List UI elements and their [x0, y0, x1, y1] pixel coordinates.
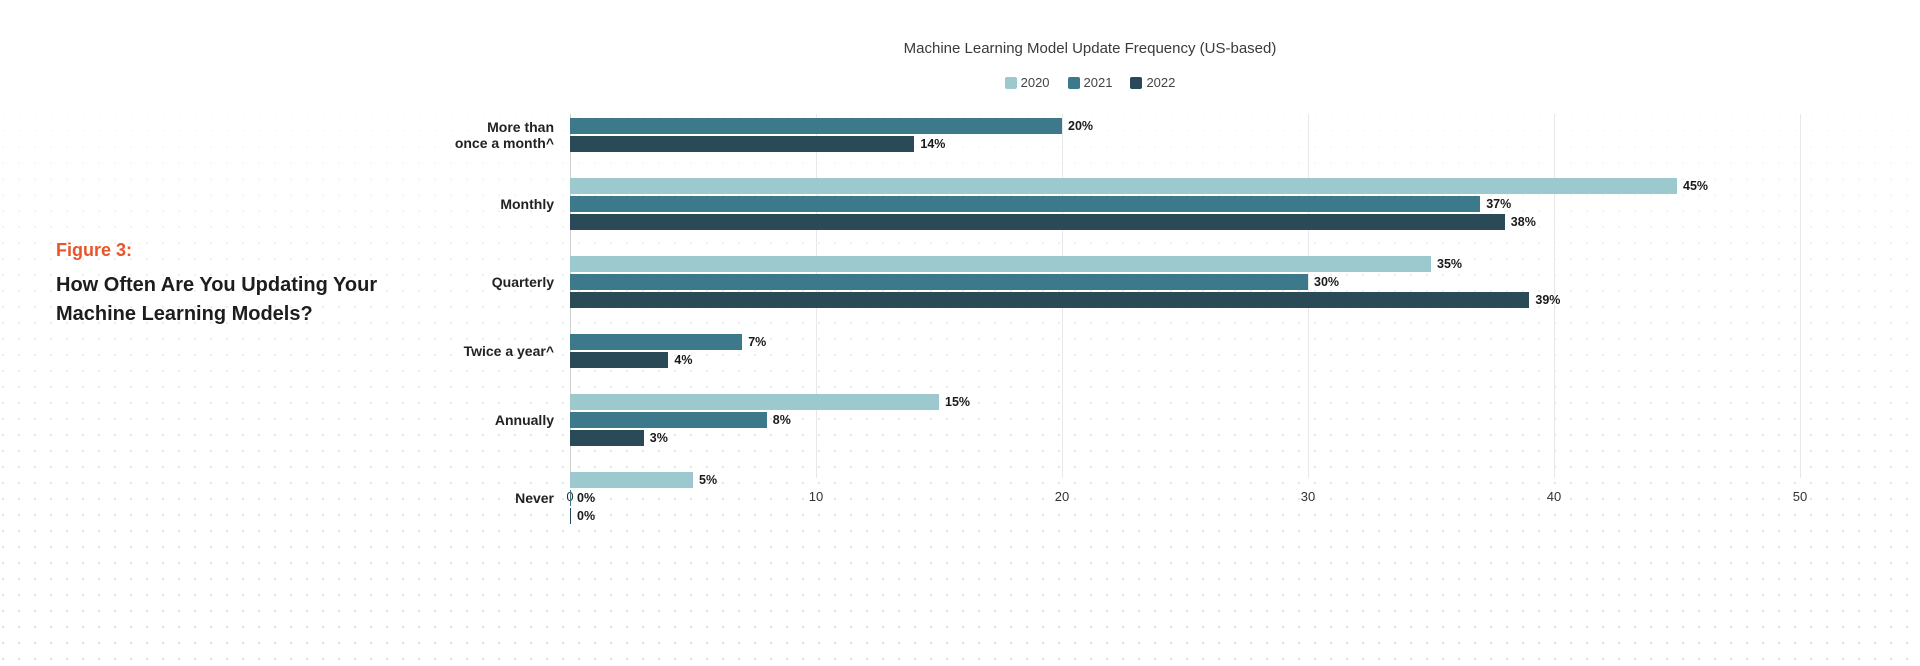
bar-value-label: 7%: [742, 335, 766, 349]
category-group: Annually15%8%3%: [570, 394, 1800, 446]
bar-value-label: 39%: [1529, 293, 1560, 307]
category-label: More thanonce a month^: [400, 119, 570, 151]
bar: 0%: [570, 508, 571, 524]
bar-value-label: 14%: [914, 137, 945, 151]
bar-value-label: 20%: [1062, 119, 1093, 133]
bar: 37%: [570, 196, 1480, 212]
bar-value-label: 37%: [1480, 197, 1511, 211]
bar: 5%: [570, 472, 693, 488]
legend-swatch: [1005, 77, 1017, 89]
legend-label: 2020: [1021, 75, 1050, 90]
category-label: Annually: [400, 412, 570, 428]
chart-title: Machine Learning Model Update Frequency …: [380, 40, 1800, 57]
category-label: Twice a year^: [400, 343, 570, 359]
bar-value-label: 4%: [668, 353, 692, 367]
category-group: Monthly45%37%38%: [570, 178, 1800, 230]
bar-value-label: 30%: [1308, 275, 1339, 289]
legend-label: 2022: [1146, 75, 1175, 90]
category-group: More thanonce a month^20%14%: [570, 118, 1800, 152]
bar: 15%: [570, 394, 939, 410]
bar: 45%: [570, 178, 1677, 194]
bar: 39%: [570, 292, 1529, 308]
category-label: Quarterly: [400, 274, 570, 290]
bar-value-label: 35%: [1431, 257, 1462, 271]
figure-caption-panel: Figure 3: How Often Are You Updating You…: [0, 0, 380, 666]
bar-value-label: 5%: [693, 473, 717, 487]
bar: 0%: [570, 490, 571, 506]
legend-item: 2020: [1005, 75, 1050, 90]
category-group: Twice a year^7%4%: [570, 334, 1800, 368]
bar: 38%: [570, 214, 1505, 230]
bar-value-label: 3%: [644, 431, 668, 445]
legend-item: 2022: [1130, 75, 1175, 90]
bar-value-label: 38%: [1505, 215, 1536, 229]
bar-value-label: 8%: [767, 413, 791, 427]
figure-title: How Often Are You Updating Your Machine …: [56, 271, 380, 329]
grid-line: [1800, 114, 1801, 478]
bar: 8%: [570, 412, 767, 428]
bar: 3%: [570, 430, 644, 446]
legend-swatch: [1068, 77, 1080, 89]
chart-panel: Machine Learning Model Update Frequency …: [380, 0, 1920, 666]
category-group: Never5%0%0%: [570, 472, 1800, 524]
bar: 4%: [570, 352, 668, 368]
legend-label: 2021: [1084, 75, 1113, 90]
category-group: Quarterly35%30%39%: [570, 256, 1800, 308]
bar: 14%: [570, 136, 914, 152]
bar-value-label: 0%: [571, 509, 595, 523]
legend-item: 2021: [1068, 75, 1113, 90]
chart-plot-area: 01020304050More thanonce a month^20%14%M…: [570, 114, 1800, 514]
figure-label: Figure 3:: [56, 240, 380, 261]
bar: 7%: [570, 334, 742, 350]
bar: 20%: [570, 118, 1062, 134]
legend-swatch: [1130, 77, 1142, 89]
bar-value-label: 45%: [1677, 179, 1708, 193]
category-label: Monthly: [400, 196, 570, 212]
bar-value-label: 15%: [939, 395, 970, 409]
category-label: Never: [400, 490, 570, 506]
bar-value-label: 0%: [571, 491, 595, 505]
bar: 35%: [570, 256, 1431, 272]
bar: 30%: [570, 274, 1308, 290]
chart-legend: 2020 2021 2022: [380, 75, 1800, 90]
